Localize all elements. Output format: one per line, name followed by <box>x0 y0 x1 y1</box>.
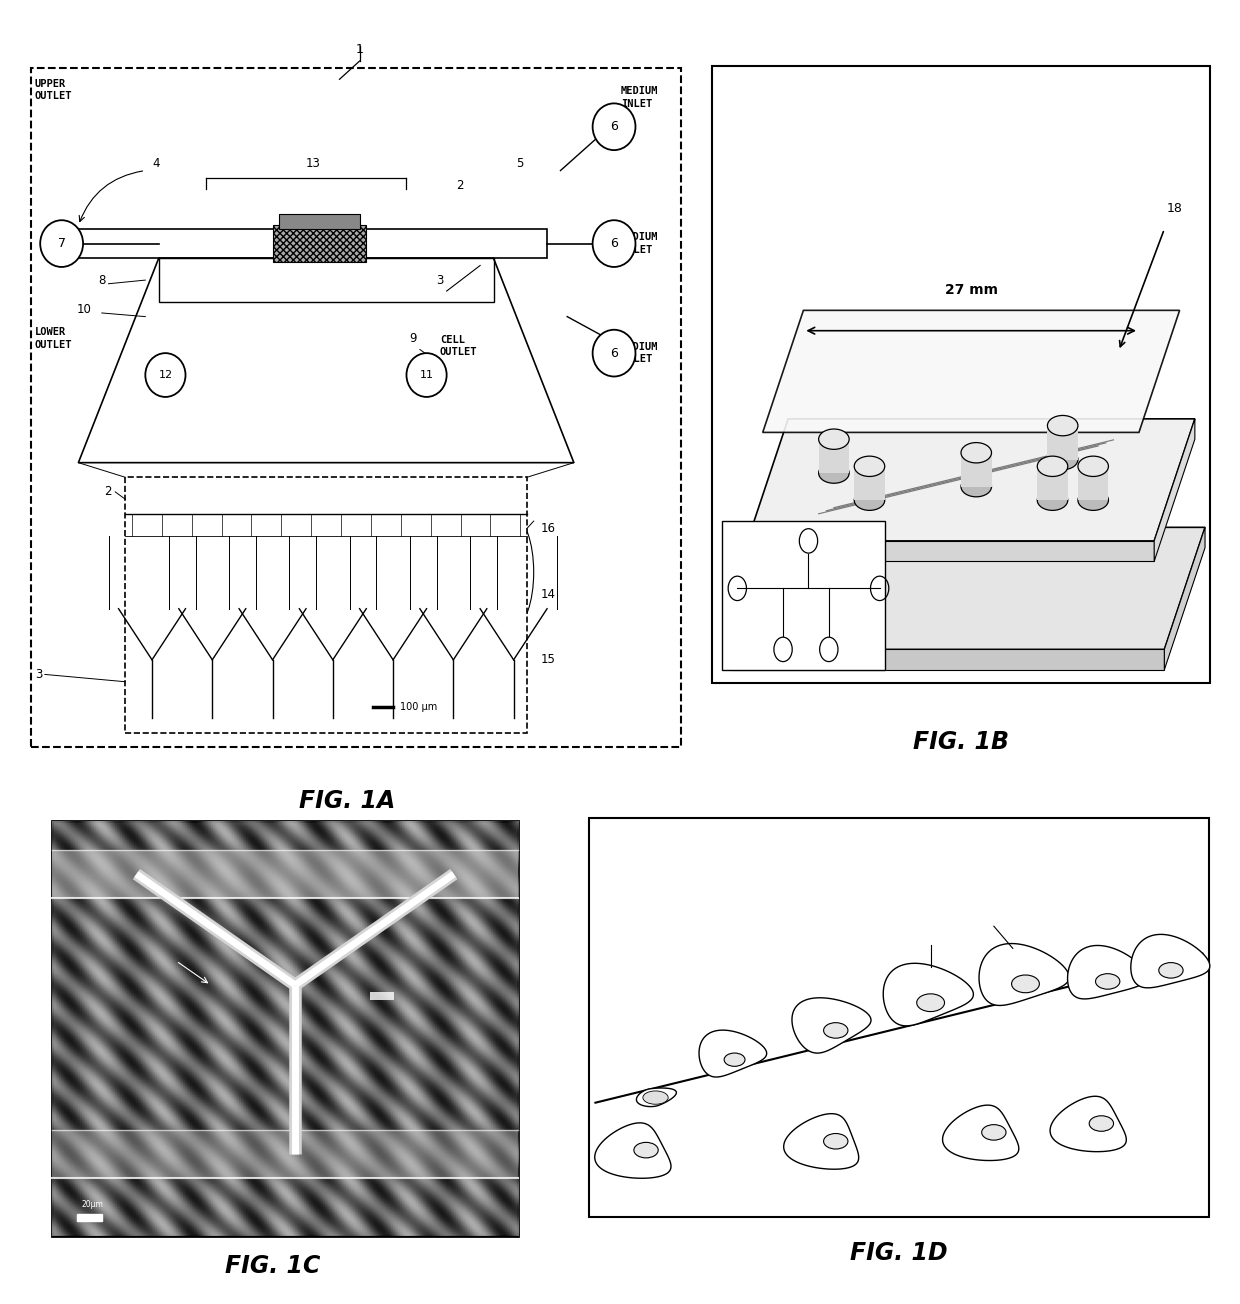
Ellipse shape <box>854 456 885 476</box>
Text: FIG. 1B: FIG. 1B <box>913 730 1009 754</box>
Text: 20μm: 20μm <box>82 1201 104 1209</box>
Text: MEDIUM
INLET: MEDIUM INLET <box>621 232 658 254</box>
Text: 100 μm: 100 μm <box>399 703 436 712</box>
Ellipse shape <box>961 476 992 497</box>
Bar <box>52 850 518 898</box>
Ellipse shape <box>1078 490 1109 510</box>
Polygon shape <box>732 649 1164 670</box>
Ellipse shape <box>916 994 945 1012</box>
Ellipse shape <box>961 442 992 463</box>
Text: 3: 3 <box>35 668 42 681</box>
Text: 5: 5 <box>517 156 525 170</box>
Polygon shape <box>942 1104 1019 1161</box>
Polygon shape <box>748 419 1195 541</box>
Text: 4: 4 <box>153 156 160 170</box>
Ellipse shape <box>1095 974 1120 990</box>
Bar <box>77 1214 102 1222</box>
Bar <box>78 230 547 258</box>
Circle shape <box>593 103 635 150</box>
Bar <box>722 520 885 670</box>
Text: 1: 1 <box>356 43 363 56</box>
Ellipse shape <box>642 1091 668 1104</box>
Polygon shape <box>792 998 870 1054</box>
Text: LOWER
OUTLET: LOWER OUTLET <box>35 327 72 349</box>
Bar <box>52 1129 518 1178</box>
Text: CELL
OUTLET: CELL OUTLET <box>440 335 477 357</box>
Polygon shape <box>732 527 1205 649</box>
Bar <box>273 226 366 262</box>
Polygon shape <box>1131 935 1210 988</box>
Text: 6: 6 <box>610 120 618 133</box>
Ellipse shape <box>818 463 849 484</box>
Bar <box>1078 467 1109 501</box>
Bar <box>1037 467 1068 501</box>
Text: 6: 6 <box>610 347 618 360</box>
Text: FIG. 1D: FIG. 1D <box>851 1241 947 1265</box>
Text: 13: 13 <box>305 156 320 170</box>
Ellipse shape <box>724 1054 745 1067</box>
Ellipse shape <box>1038 456 1068 476</box>
Bar <box>370 992 394 999</box>
Polygon shape <box>784 1114 858 1170</box>
Bar <box>52 822 518 1236</box>
Polygon shape <box>636 1088 676 1107</box>
Text: 18: 18 <box>1167 202 1183 215</box>
Polygon shape <box>883 964 973 1026</box>
Polygon shape <box>595 1123 671 1179</box>
Circle shape <box>593 330 635 377</box>
Ellipse shape <box>982 1124 1006 1140</box>
Ellipse shape <box>1038 490 1068 510</box>
Bar <box>125 477 527 733</box>
Circle shape <box>593 220 635 267</box>
Circle shape <box>40 220 83 267</box>
Bar <box>1048 425 1078 459</box>
Text: 16: 16 <box>541 522 556 535</box>
Circle shape <box>145 353 186 396</box>
Text: 2: 2 <box>456 179 464 192</box>
Polygon shape <box>699 1030 766 1077</box>
Text: 7: 7 <box>57 237 66 250</box>
Bar <box>279 214 360 230</box>
Bar <box>854 467 885 501</box>
Text: MEDIUM
INLET: MEDIUM INLET <box>621 342 658 364</box>
Circle shape <box>407 353 446 396</box>
Ellipse shape <box>818 429 849 450</box>
Ellipse shape <box>1078 456 1109 476</box>
Text: 11: 11 <box>419 370 434 379</box>
Text: 27 mm: 27 mm <box>945 283 998 297</box>
Ellipse shape <box>1089 1116 1114 1132</box>
Text: 6: 6 <box>610 237 618 250</box>
Ellipse shape <box>1048 416 1078 436</box>
Text: MEDIUM
INLET: MEDIUM INLET <box>621 86 658 108</box>
Bar <box>818 439 849 473</box>
Text: 8: 8 <box>98 274 105 287</box>
Bar <box>159 258 494 303</box>
Ellipse shape <box>1048 450 1078 469</box>
Text: 9: 9 <box>409 333 417 346</box>
Text: FIG. 1A: FIG. 1A <box>299 789 396 812</box>
Ellipse shape <box>823 1022 848 1038</box>
Text: FIG. 1C: FIG. 1C <box>226 1254 320 1278</box>
Text: 10: 10 <box>77 303 92 316</box>
Ellipse shape <box>634 1142 658 1158</box>
Polygon shape <box>1050 1097 1126 1151</box>
Text: 15: 15 <box>541 653 556 666</box>
Bar <box>961 452 992 486</box>
Polygon shape <box>1164 527 1205 670</box>
Text: 12: 12 <box>159 370 172 379</box>
Ellipse shape <box>1158 962 1183 978</box>
Ellipse shape <box>823 1133 848 1149</box>
Text: 14: 14 <box>541 588 556 601</box>
Polygon shape <box>763 310 1179 433</box>
Text: 3: 3 <box>436 274 444 287</box>
Text: UPPER
OUTLET: UPPER OUTLET <box>35 80 72 102</box>
Text: 2: 2 <box>104 485 112 498</box>
Polygon shape <box>748 541 1154 561</box>
Polygon shape <box>1068 945 1147 999</box>
Ellipse shape <box>854 490 885 510</box>
Polygon shape <box>1154 419 1195 561</box>
Polygon shape <box>980 944 1069 1005</box>
Ellipse shape <box>1012 975 1039 992</box>
